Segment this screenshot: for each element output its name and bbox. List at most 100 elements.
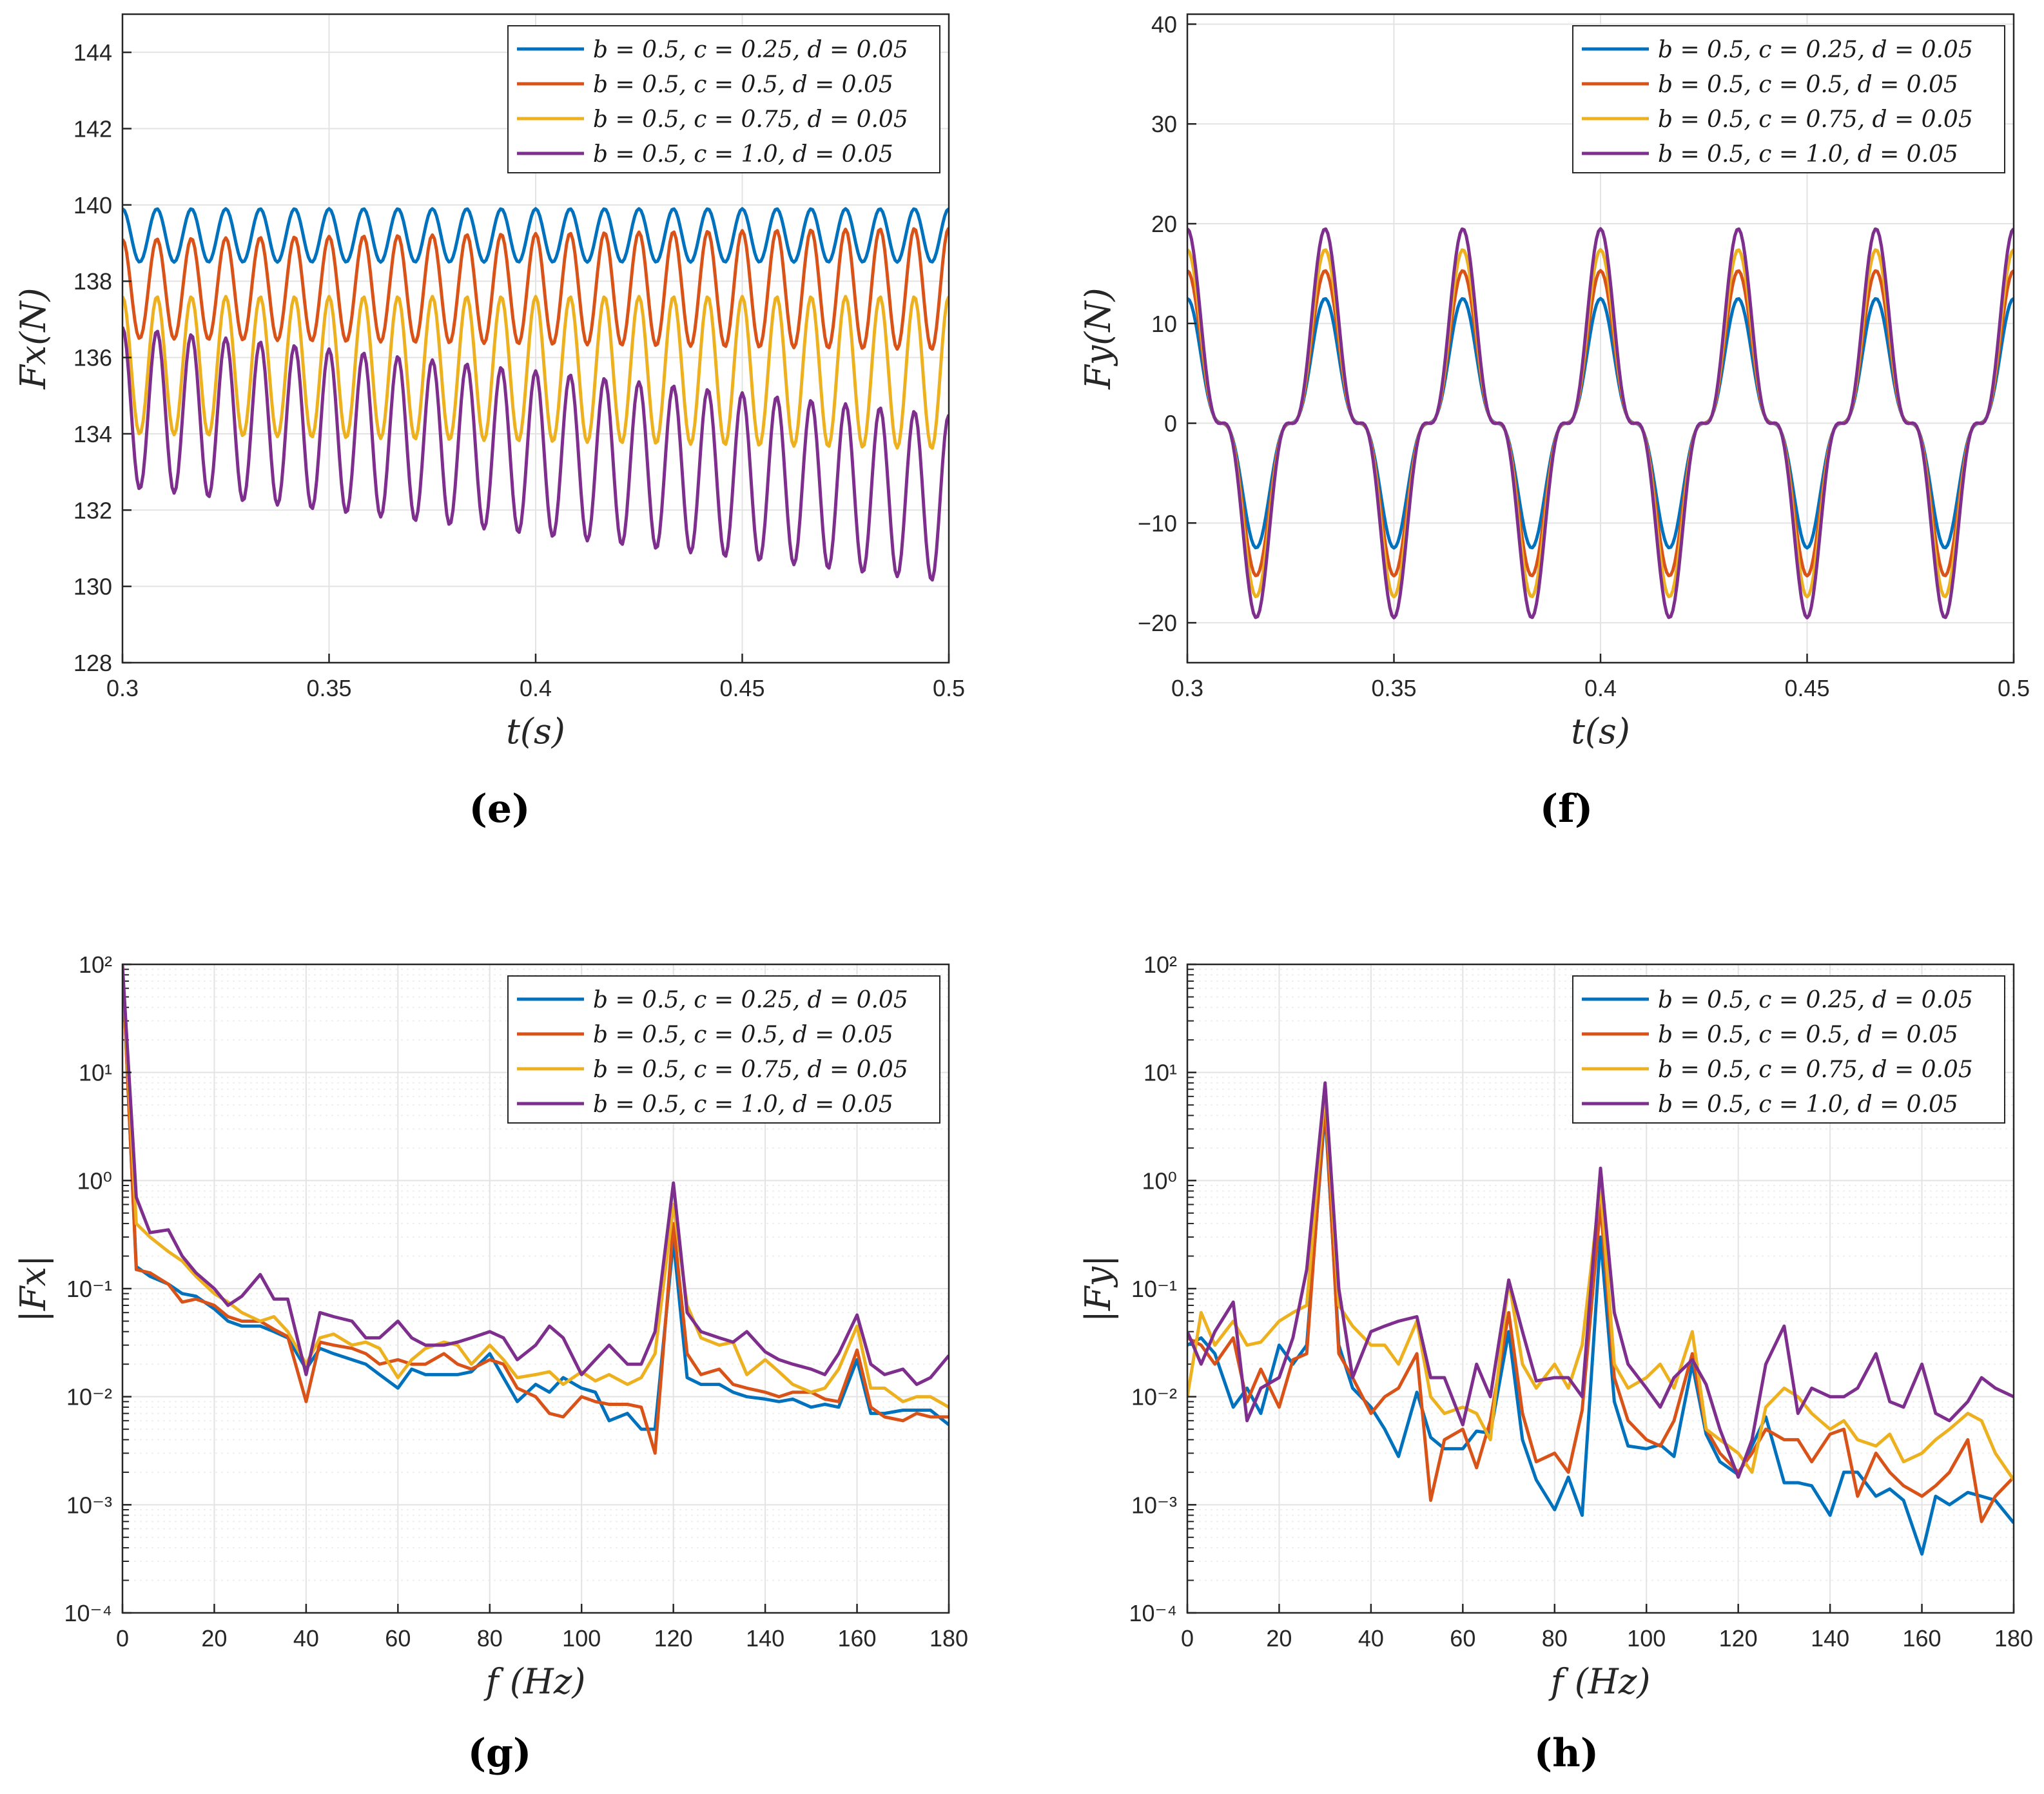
series-line-3 — [1187, 248, 2014, 599]
legend-label-3: b = 0.5, c = 0.75, d = 0.05 — [593, 106, 908, 133]
y-tick-label: 10⁻³ — [1131, 1492, 1177, 1518]
legend-label-2: b = 0.5, c = 0.5, d = 0.05 — [1658, 72, 1958, 98]
y-tick-label: 10⁻² — [66, 1384, 112, 1410]
y-tick-label: 144 — [73, 39, 112, 66]
series-line-2 — [1187, 269, 2014, 578]
chart-e: 0.3 0.35 0.4 0.45 0.5 128 130 132 134 136 138 140 14… — [13, 13, 965, 752]
caption-f: (f) — [1540, 786, 1593, 832]
caption-g: (g) — [468, 1731, 532, 1776]
series-line-4 — [122, 965, 949, 1387]
y-tick-label: 142 — [73, 116, 112, 142]
y-tick-label: 10⁻¹ — [1131, 1276, 1177, 1302]
y-tick-label: 130 — [73, 574, 112, 600]
caption-h: (h) — [1534, 1731, 1599, 1776]
legend-label-2: b = 0.5, c = 0.5, d = 0.05 — [593, 1022, 893, 1048]
chart-h: 0 20 40 60 80 100 120 140 160 180 10⁻⁴ 10⁻³ 10⁻² 10⁻¹… — [1078, 951, 2033, 1702]
legend: b = 0.5, c = 0.25, d = 0.05 b = 0.5, c = … — [1572, 25, 2005, 173]
series-line-1 — [122, 966, 949, 1431]
y-tick-label: 10⁻⁴ — [64, 1600, 112, 1626]
y-tick-label: 128 — [73, 650, 112, 676]
x-tick-label: 0.4 — [520, 675, 552, 701]
legend-label-1: b = 0.5, c = 0.25, d = 0.05 — [593, 37, 908, 63]
y-tick-label: 132 — [73, 497, 112, 523]
x-tick-label: 0.3 — [106, 675, 139, 701]
y-tick-label: 10⁻³ — [66, 1492, 112, 1518]
series-line-4 — [1187, 227, 2014, 619]
x-axis-label: f (Hz) — [1548, 1661, 1651, 1702]
x-tick-label: 80 — [1542, 1625, 1568, 1652]
legend-label-4: b = 0.5, c = 1.0, d = 0.05 — [593, 1091, 893, 1118]
x-tick-label: 0.3 — [1171, 675, 1203, 701]
series-line-4 — [1187, 1081, 2014, 1479]
chart-g: 0 20 40 60 80 100 120 140 160 180 10⁻⁴ 10⁻³ 10⁻² 10⁻¹… — [13, 951, 968, 1702]
legend-box — [1572, 25, 2005, 173]
y-axis-label: |Fy| — [1078, 1255, 1118, 1322]
y-tick-label: 10¹ — [1144, 1060, 1177, 1086]
x-tick-label: 0.45 — [719, 675, 764, 701]
y-tick-label: 10¹ — [79, 1060, 112, 1086]
x-tick-label: 0.45 — [1784, 675, 1829, 701]
legend-label-3: b = 0.5, c = 0.75, d = 0.05 — [1658, 106, 1973, 133]
x-tick-label: 0 — [116, 1625, 129, 1652]
y-tick-label: 10⁻² — [1131, 1384, 1177, 1410]
x-tick-label: 0.35 — [306, 675, 351, 701]
caption-e: (e) — [469, 786, 530, 832]
legend-label-3: b = 0.5, c = 0.75, d = 0.05 — [1658, 1057, 1973, 1083]
x-tick-label: 40 — [1358, 1625, 1384, 1652]
x-tick-label: 140 — [1811, 1625, 1849, 1652]
legend-label-2: b = 0.5, c = 0.5, d = 0.05 — [593, 72, 893, 98]
legend-label-1: b = 0.5, c = 0.25, d = 0.05 — [1658, 987, 1973, 1013]
chart-f: 0.3 0.35 0.4 0.45 0.5 −20 −10 0 10 20 30 40 t(s) Fy(N… — [1078, 11, 2030, 752]
x-tick-label: 160 — [1903, 1625, 1942, 1652]
legend: b = 0.5, c = 0.25, d = 0.05 b = 0.5, c = … — [507, 25, 940, 173]
y-tick-label: 40 — [1151, 11, 1177, 37]
x-axis-label: t(s) — [506, 711, 565, 752]
y-tick-label: 10⁻⁴ — [1129, 1600, 1177, 1626]
x-tick-label: 0 — [1181, 1625, 1194, 1652]
x-axis-label: f (Hz) — [483, 1661, 586, 1702]
x-tick-label: 0.5 — [933, 675, 965, 701]
y-tick-label: 10 — [1151, 311, 1177, 337]
y-tick-label: 134 — [73, 421, 112, 447]
y-tick-label: 10² — [1144, 951, 1177, 978]
y-tick-label: −10 — [1138, 510, 1177, 536]
series-line-3 — [122, 295, 949, 450]
series-line-4 — [122, 326, 949, 582]
y-tick-label: 10⁰ — [1142, 1167, 1177, 1194]
x-tick-label: 60 — [385, 1625, 411, 1652]
y-tick-label: 10⁰ — [77, 1167, 112, 1194]
x-axis-label: t(s) — [1571, 711, 1630, 752]
series-line-2 — [122, 227, 949, 351]
legend-label-4: b = 0.5, c = 1.0, d = 0.05 — [1658, 1091, 1958, 1118]
x-tick-label: 180 — [930, 1625, 968, 1652]
x-tick-label: 0.35 — [1371, 675, 1416, 701]
y-tick-label: 0 — [1164, 411, 1177, 437]
series-line-1 — [122, 207, 949, 264]
y-tick-label: 10⁻¹ — [66, 1276, 112, 1302]
y-tick-label: 20 — [1151, 211, 1177, 237]
x-tick-label: 180 — [1994, 1625, 2033, 1652]
legend: b = 0.5, c = 0.25, d = 0.05 b = 0.5, c = … — [1572, 975, 2005, 1124]
legend-label-2: b = 0.5, c = 0.5, d = 0.05 — [1658, 1022, 1958, 1048]
legend: b = 0.5, c = 0.25, d = 0.05 b = 0.5, c = … — [507, 975, 940, 1124]
legend-label-4: b = 0.5, c = 1.0, d = 0.05 — [593, 141, 893, 168]
x-tick-label: 120 — [654, 1625, 693, 1652]
y-tick-label: 30 — [1151, 111, 1177, 137]
y-axis-label: Fx(N) — [13, 288, 54, 389]
x-tick-label: 100 — [562, 1625, 601, 1652]
y-tick-label: 138 — [73, 268, 112, 295]
x-tick-label: 0.4 — [1584, 675, 1617, 701]
y-axis-label: Fy(N) — [1078, 288, 1118, 389]
x-tick-label: 80 — [477, 1625, 503, 1652]
x-tick-label: 0.5 — [1998, 675, 2030, 701]
y-tick-label: 136 — [73, 345, 112, 371]
y-tick-label: 10² — [79, 951, 112, 978]
x-tick-label: 40 — [293, 1625, 319, 1652]
x-tick-label: 20 — [1266, 1625, 1292, 1652]
legend-label-1: b = 0.5, c = 0.25, d = 0.05 — [593, 987, 908, 1013]
series-line-1 — [1187, 297, 2014, 550]
legend-label-1: b = 0.5, c = 0.25, d = 0.05 — [1658, 37, 1973, 63]
x-tick-label: 60 — [1450, 1625, 1475, 1652]
x-tick-label: 120 — [1719, 1625, 1758, 1652]
